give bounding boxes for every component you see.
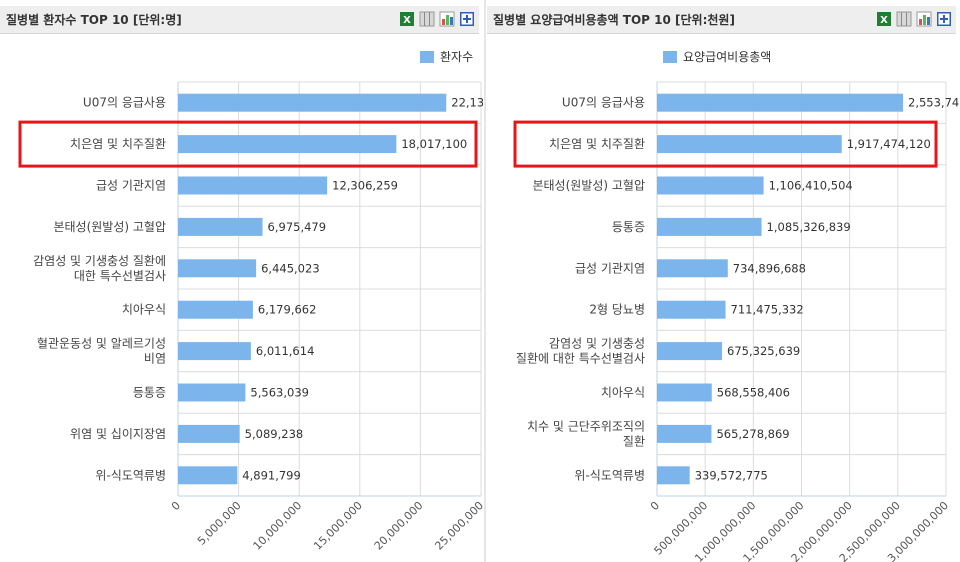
x-tick-label: 0 <box>648 499 662 513</box>
data-label: 339,572,775 <box>695 468 768 482</box>
bar[interactable] <box>178 259 257 278</box>
excel-icon[interactable]: X <box>399 11 415 27</box>
category-label: 위-식도역류병 <box>95 468 166 482</box>
data-label: 711,475,332 <box>731 303 804 317</box>
patients-chart-toolbar: X <box>399 11 475 27</box>
bar[interactable] <box>178 424 240 443</box>
data-label: 5,563,039 <box>250 386 309 400</box>
data-label: 568,558,406 <box>717 386 790 400</box>
bar[interactable] <box>657 342 723 361</box>
category-label: 등통증 <box>612 220 645 234</box>
data-label: 6,975,479 <box>268 220 327 234</box>
category-label: U07의 응급사용 <box>562 96 645 110</box>
legend-swatch <box>663 51 677 63</box>
bar[interactable] <box>657 466 690 485</box>
data-label: 565,278,869 <box>716 427 789 441</box>
bar[interactable] <box>657 424 712 443</box>
bar[interactable] <box>178 383 246 402</box>
table-icon[interactable] <box>419 11 435 27</box>
category-label: 치은염 및 치주질환 <box>70 137 166 151</box>
patients-chart-panel: 질병별 환자수 TOP 10 [단위:명] X 환자수 22,133,062 U0… <box>0 6 483 553</box>
bar[interactable] <box>178 300 253 319</box>
data-label: 1,917,474,120 <box>847 137 931 151</box>
legend-swatch <box>420 51 434 63</box>
data-label: 734,896,688 <box>733 261 806 275</box>
x-tick-label: 0 <box>169 499 183 513</box>
category-label: 급성 기관지염 <box>96 179 166 193</box>
bar[interactable] <box>657 383 712 402</box>
category-label: 본태성(원발성) 고혈압 <box>532 179 645 193</box>
category-label: 치아우식 <box>122 303 166 317</box>
category-label: 치아우식 <box>601 386 645 400</box>
legend: 요양급여비용총액 <box>663 50 771 64</box>
category-label: 혈관운동성 및 알레르기성 비염 <box>37 337 166 366</box>
patients-chart-header: 질병별 환자수 TOP 10 [단위:명] X <box>0 6 479 34</box>
bar-chart-icon[interactable] <box>916 11 932 27</box>
patients-chart-title: 질병별 환자수 TOP 10 [단위:명] <box>6 13 182 27</box>
bar[interactable] <box>657 93 904 112</box>
cost-chart-panel: 질병별 요양급여비용총액 TOP 10 [단위:천원] X 요양급여비용총액 2… <box>487 0 960 562</box>
legend-label: 환자수 <box>440 50 473 64</box>
x-tick-label: 5,000,000 <box>195 499 244 548</box>
bar[interactable] <box>657 217 762 236</box>
bar-chart-icon[interactable] <box>439 11 455 27</box>
category-label: 본태성(원발성) 고혈압 <box>53 220 166 234</box>
data-label: 5,089,238 <box>245 427 304 441</box>
data-label: 6,011,614 <box>256 344 315 358</box>
data-label: 22,133,062 <box>451 96 483 110</box>
add-icon[interactable] <box>936 11 952 27</box>
table-icon[interactable] <box>896 11 912 27</box>
panel-divider <box>484 0 486 562</box>
highlight-box <box>18 120 478 168</box>
data-label: 4,891,799 <box>242 468 301 482</box>
data-label: 2,553,740,795 <box>908 96 960 110</box>
bar[interactable] <box>657 300 726 319</box>
category-label: 등통증 <box>133 386 166 400</box>
x-tick-label: 25,000,000 <box>432 499 483 553</box>
bar[interactable] <box>178 176 328 195</box>
category-label: 위염 및 십이지장염 <box>70 427 166 441</box>
cost-chart-title: 질병별 요양급여비용총액 TOP 10 [단위:천원] <box>493 13 735 27</box>
cost-chart-toolbar: X <box>876 11 952 27</box>
bar[interactable] <box>178 342 251 361</box>
x-tick-label: 20,000,000 <box>372 499 426 553</box>
category-label: 2형 당뇨병 <box>589 303 645 317</box>
data-label: 6,445,023 <box>261 261 320 275</box>
patients-bar-chart: 환자수 22,133,062 U07의 응급사용 18,017,100 치은염 및 치… <box>18 50 483 553</box>
data-label: 1,085,326,839 <box>767 220 851 234</box>
category-label: 치은염 및 치주질환 <box>549 137 645 151</box>
bar[interactable] <box>178 135 397 154</box>
data-label: 1,106,410,504 <box>769 179 853 193</box>
highlight-box <box>513 120 938 168</box>
bar[interactable] <box>178 93 447 112</box>
legend: 환자수 <box>420 50 473 64</box>
bar[interactable] <box>657 259 728 278</box>
category-label: 급성 기관지염 <box>575 261 645 275</box>
data-label: 12,306,259 <box>332 179 398 193</box>
category-label: 감염성 및 기생충성 질환에 대한 특수선별검사 <box>33 254 166 283</box>
svg-text:X: X <box>880 15 888 26</box>
legend-label: 요양급여비용총액 <box>683 50 771 64</box>
bar[interactable] <box>657 176 764 195</box>
data-label: 6,179,662 <box>258 303 317 317</box>
data-label: 18,017,100 <box>401 137 467 151</box>
excel-icon[interactable]: X <box>876 11 892 27</box>
category-label: 감염성 및 기생충성 질환에 대한 특수선별검사 <box>516 337 645 366</box>
x-tick-label: 10,000,000 <box>251 499 305 553</box>
bar[interactable] <box>178 217 263 236</box>
cost-bar-chart: 요양급여비용총액 2,553,740,795 U07의 응급사용 1,917,474… <box>513 50 960 562</box>
category-label: 위-식도역류병 <box>574 468 645 482</box>
cost-chart-header: 질병별 요양급여비용총액 TOP 10 [단위:천원] X <box>487 6 956 34</box>
x-tick-label: 15,000,000 <box>311 499 365 553</box>
bar[interactable] <box>657 135 842 154</box>
bar[interactable] <box>178 466 238 485</box>
svg-text:X: X <box>403 15 411 26</box>
data-label: 675,325,639 <box>727 344 800 358</box>
category-label: 치수 및 근단주위조직의 질환 <box>527 419 645 448</box>
add-icon[interactable] <box>459 11 475 27</box>
category-label: U07의 응급사용 <box>83 96 166 110</box>
